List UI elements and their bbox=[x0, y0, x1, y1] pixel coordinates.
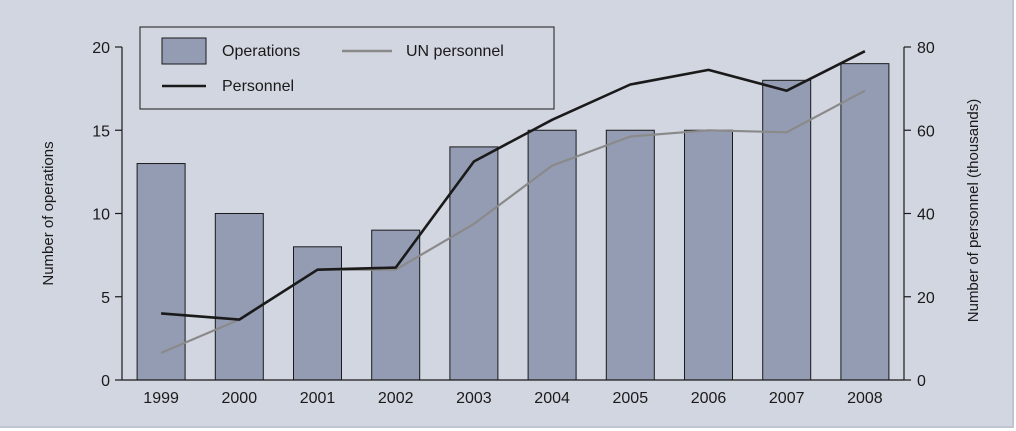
legend-box bbox=[139, 26, 555, 110]
bar-2005 bbox=[605, 129, 655, 381]
line-personnel bbox=[160, 50, 866, 321]
bar-2007 bbox=[762, 79, 812, 381]
x-tick-label-2008: 2008 bbox=[847, 390, 883, 407]
bar-2002 bbox=[371, 229, 421, 381]
bar-2006 bbox=[684, 129, 733, 381]
x-tick-label-2007: 2007 bbox=[769, 390, 805, 407]
x-tick-label-2006: 2006 bbox=[691, 390, 727, 407]
legend-label-un-personnel: UN personnel bbox=[406, 43, 504, 60]
y-left-axis-label: Number of operations bbox=[40, 141, 57, 285]
x-tick-label-2004: 2004 bbox=[534, 390, 570, 407]
bar-2000 bbox=[214, 213, 264, 381]
bars-layer bbox=[136, 63, 890, 381]
bar-2004 bbox=[527, 129, 577, 381]
y-left-tick-label: 0 bbox=[101, 373, 110, 390]
y-left-tick-label: 20 bbox=[92, 40, 110, 57]
y-left-tick-label: 5 bbox=[101, 290, 110, 307]
bar-2001 bbox=[293, 246, 342, 381]
x-tick-label-1999: 1999 bbox=[143, 390, 179, 407]
x-tick-label-2001: 2001 bbox=[300, 390, 336, 407]
line-un-personnel bbox=[160, 89, 866, 354]
x-tick-label-2000: 2000 bbox=[222, 390, 258, 407]
bar-2003 bbox=[449, 146, 499, 381]
x-tick-label-2002: 2002 bbox=[378, 390, 414, 407]
bar-1999 bbox=[136, 163, 186, 381]
y-left-tick-label: 10 bbox=[92, 207, 110, 224]
legend-label-personnel: Personnel bbox=[222, 78, 294, 95]
x-tick-label-2003: 2003 bbox=[456, 390, 492, 407]
y-left-tick-label: 15 bbox=[92, 123, 110, 140]
y-right-tick-label: 20 bbox=[917, 290, 935, 307]
y-right-axis-label: Number of personnel (thousands) bbox=[965, 99, 982, 322]
y-right-tick-label: 0 bbox=[917, 373, 926, 390]
legend-label-operations: Operations bbox=[222, 43, 300, 60]
bar-2008 bbox=[840, 63, 890, 381]
y-right-tick-label: 40 bbox=[917, 207, 935, 224]
legend: Operations UN personnel Personnel bbox=[139, 26, 555, 110]
lines-layer bbox=[160, 50, 866, 354]
axes-layer: 0 5 10 15 20 0 20 40 60 80 1999 2000 2001 2002 2003 200… bbox=[40, 40, 982, 407]
y-right-tick-label: 80 bbox=[917, 40, 935, 57]
x-tick-label-2005: 2005 bbox=[613, 390, 649, 407]
y-right-tick-label: 60 bbox=[917, 123, 935, 140]
legend-swatch-operations bbox=[161, 37, 207, 65]
